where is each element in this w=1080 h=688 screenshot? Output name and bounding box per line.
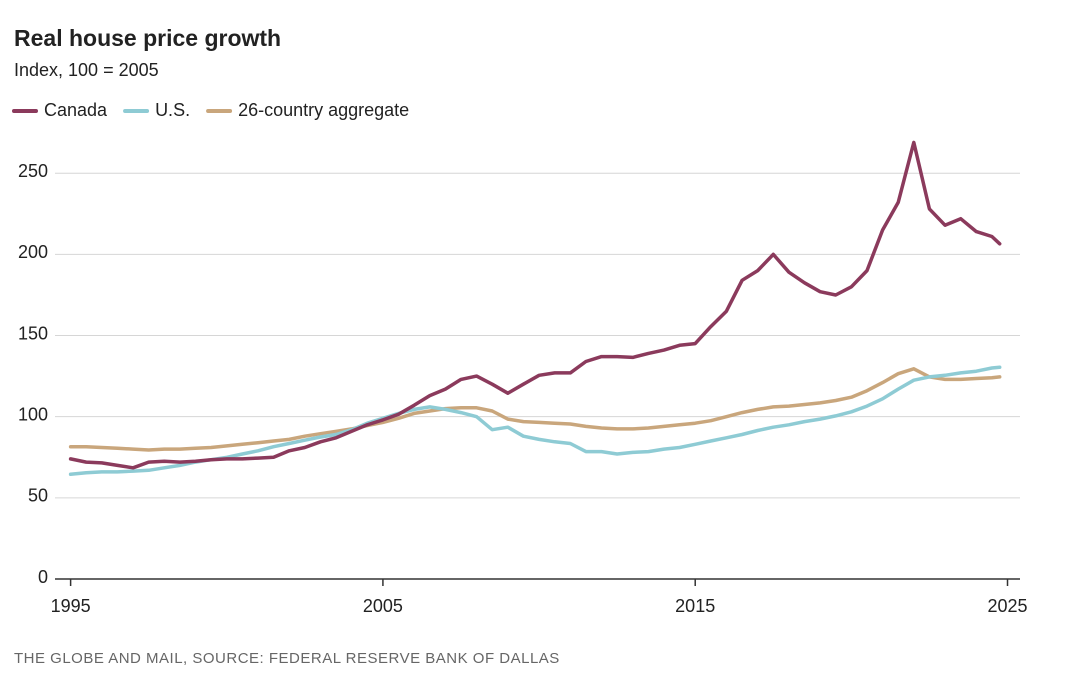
chart-title: Real house price growth	[14, 25, 281, 51]
x-tick-label: 2015	[675, 596, 715, 616]
source-note: THE GLOBE AND MAIL, SOURCE: FEDERAL RESE…	[14, 650, 560, 667]
grid: 0 50 100 150 200 250 1995 2005 2015 2025	[18, 161, 1028, 616]
chart-subtitle: Index, 100 = 2005	[14, 60, 159, 80]
y-tick-label: 150	[18, 323, 48, 343]
lines	[68, 140, 1002, 477]
legend-label: Canada	[44, 100, 108, 120]
legend-label: U.S.	[155, 100, 190, 120]
data-line	[68, 367, 1002, 452]
legend: Canada U.S. 26-country aggregate	[12, 100, 409, 120]
y-tick-label: 0	[38, 567, 48, 587]
x-tick-label: 1995	[51, 596, 91, 616]
data-line	[68, 140, 1002, 470]
x-tick-label: 2005	[363, 596, 403, 616]
y-tick-label: 250	[18, 161, 48, 181]
x-tick-label: 2025	[987, 596, 1027, 616]
y-tick-label: 100	[18, 404, 48, 424]
y-tick-label: 50	[28, 486, 48, 506]
legend-label: 26-country aggregate	[238, 100, 409, 120]
y-tick-label: 200	[18, 242, 48, 262]
